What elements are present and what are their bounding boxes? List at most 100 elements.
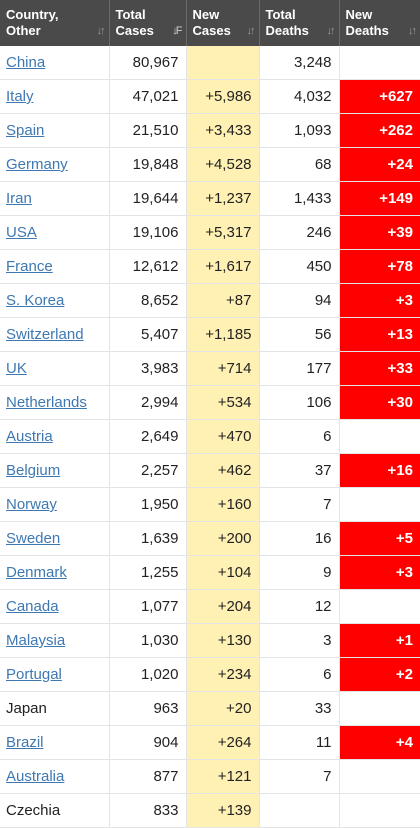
cell-total-deaths: 450: [259, 249, 340, 284]
cell-country[interactable]: Netherlands: [0, 385, 110, 420]
table-row: Japan 963 +20 33: [0, 691, 420, 726]
table-row: Czechia 833 +139: [0, 793, 420, 828]
table-row: Brazil 904 +264 11 +4: [0, 725, 420, 760]
cell-new-cases: +462: [186, 453, 260, 488]
country-link[interactable]: Spain: [6, 122, 45, 139]
cell-new-deaths: +1: [339, 623, 420, 658]
cell-total-cases: 5,407: [109, 317, 187, 352]
cell-total-deaths: 16: [259, 521, 340, 556]
cell-country[interactable]: France: [0, 249, 110, 284]
header-new-deaths-line1: New: [345, 7, 373, 22]
country-link[interactable]: Portugal: [6, 666, 62, 683]
country-name: Japan: [6, 700, 47, 717]
cell-total-cases: 1,639: [109, 521, 187, 556]
header-country[interactable]: Country, Other ↓↑: [0, 0, 110, 46]
header-new-deaths[interactable]: New Deaths ↓↑: [339, 0, 420, 46]
cell-country[interactable]: Denmark: [0, 555, 110, 590]
cell-new-deaths: +24: [339, 147, 420, 182]
cell-total-cases: 1,255: [109, 555, 187, 590]
cell-total-cases: 12,612: [109, 249, 187, 284]
table-row: Iran 19,644 +1,237 1,433 +149: [0, 181, 420, 216]
cell-country[interactable]: S. Korea: [0, 283, 110, 318]
cell-country[interactable]: Austria: [0, 419, 110, 454]
table-row: Sweden 1,639 +200 16 +5: [0, 521, 420, 556]
table-row: Netherlands 2,994 +534 106 +30: [0, 385, 420, 420]
cell-new-deaths: [339, 759, 420, 794]
cell-new-cases: +470: [186, 419, 260, 454]
cell-total-cases: 1,030: [109, 623, 187, 658]
cell-country[interactable]: China: [0, 46, 110, 80]
header-country-line1: Country,: [6, 7, 59, 22]
cell-total-deaths: 1,433: [259, 181, 340, 216]
cell-country[interactable]: Switzerland: [0, 317, 110, 352]
header-total-cases[interactable]: Total Cases ↓F: [109, 0, 187, 46]
header-new-cases[interactable]: New Cases ↓↑: [186, 0, 260, 46]
country-link[interactable]: France: [6, 258, 53, 275]
table-row: USA 19,106 +5,317 246 +39: [0, 215, 420, 250]
header-total-deaths[interactable]: Total Deaths ↓↑: [259, 0, 340, 46]
sort-updown-icon[interactable]: ↓↑: [326, 25, 336, 37]
country-link[interactable]: Germany: [6, 156, 68, 173]
cell-country[interactable]: USA: [0, 215, 110, 250]
cell-country: Japan: [0, 691, 110, 726]
cell-new-cases: +87: [186, 283, 260, 318]
cell-country[interactable]: Italy: [0, 79, 110, 114]
country-link[interactable]: Netherlands: [6, 394, 87, 411]
sort-updown-icon[interactable]: ↓↑: [246, 25, 256, 37]
header-total-cases-line1: Total: [115, 7, 146, 22]
cell-new-deaths: [339, 419, 420, 454]
country-link[interactable]: Denmark: [6, 564, 67, 581]
cell-total-deaths: 106: [259, 385, 340, 420]
cell-country[interactable]: Canada: [0, 589, 110, 624]
country-link[interactable]: Australia: [6, 768, 65, 785]
cell-country[interactable]: Portugal: [0, 657, 110, 692]
sort-down-icon[interactable]: ↓F: [172, 25, 182, 37]
cell-country[interactable]: Spain: [0, 113, 110, 148]
cell-country[interactable]: UK: [0, 351, 110, 386]
header-new-cases-line2: Cases: [192, 23, 231, 38]
country-link[interactable]: Canada: [6, 598, 59, 615]
sort-updown-icon[interactable]: ↓↑: [408, 25, 417, 37]
country-link[interactable]: Belgium: [6, 462, 61, 479]
country-link[interactable]: Malaysia: [6, 632, 66, 649]
country-link[interactable]: Brazil: [6, 734, 44, 751]
cell-total-cases: 1,950: [109, 487, 187, 522]
cell-country[interactable]: Norway: [0, 487, 110, 522]
cell-new-deaths: +30: [339, 385, 420, 420]
cell-country[interactable]: Belgium: [0, 453, 110, 488]
cell-country[interactable]: Germany: [0, 147, 110, 182]
cell-country[interactable]: Iran: [0, 181, 110, 216]
table-row: Austria 2,649 +470 6: [0, 419, 420, 454]
cell-total-cases: 1,020: [109, 657, 187, 692]
cell-new-cases: +130: [186, 623, 260, 658]
cell-total-cases: 47,021: [109, 79, 187, 114]
header-total-deaths-line1: Total: [265, 7, 296, 22]
country-link[interactable]: S. Korea: [6, 292, 65, 309]
country-link[interactable]: Iran: [6, 190, 32, 207]
cell-total-deaths: 68: [259, 147, 340, 182]
cell-country[interactable]: Australia: [0, 759, 110, 794]
country-link[interactable]: UK: [6, 360, 27, 377]
table-row: Switzerland 5,407 +1,185 56 +13: [0, 317, 420, 352]
country-link[interactable]: Norway: [6, 496, 57, 513]
cell-new-deaths: +3: [339, 555, 420, 590]
country-link[interactable]: Sweden: [6, 530, 61, 547]
cell-new-cases: +204: [186, 589, 260, 624]
country-link[interactable]: Austria: [6, 428, 53, 445]
cell-total-cases: 3,983: [109, 351, 187, 386]
cell-total-deaths: 94: [259, 283, 340, 318]
cell-country[interactable]: Malaysia: [0, 623, 110, 658]
cell-new-deaths: +627: [339, 79, 420, 114]
header-new-cases-line1: New: [192, 7, 220, 22]
country-link[interactable]: USA: [6, 224, 37, 241]
country-link[interactable]: China: [6, 54, 46, 71]
country-link[interactable]: Italy: [6, 88, 34, 105]
cell-country[interactable]: Brazil: [0, 725, 110, 760]
table-row: UK 3,983 +714 177 +33: [0, 351, 420, 386]
cell-new-cases: +1,617: [186, 249, 260, 284]
cell-new-cases: +714: [186, 351, 260, 386]
cell-country[interactable]: Sweden: [0, 521, 110, 556]
sort-updown-icon[interactable]: ↓↑: [96, 25, 106, 37]
country-link[interactable]: Switzerland: [6, 326, 84, 343]
cell-new-cases: +139: [186, 793, 260, 828]
